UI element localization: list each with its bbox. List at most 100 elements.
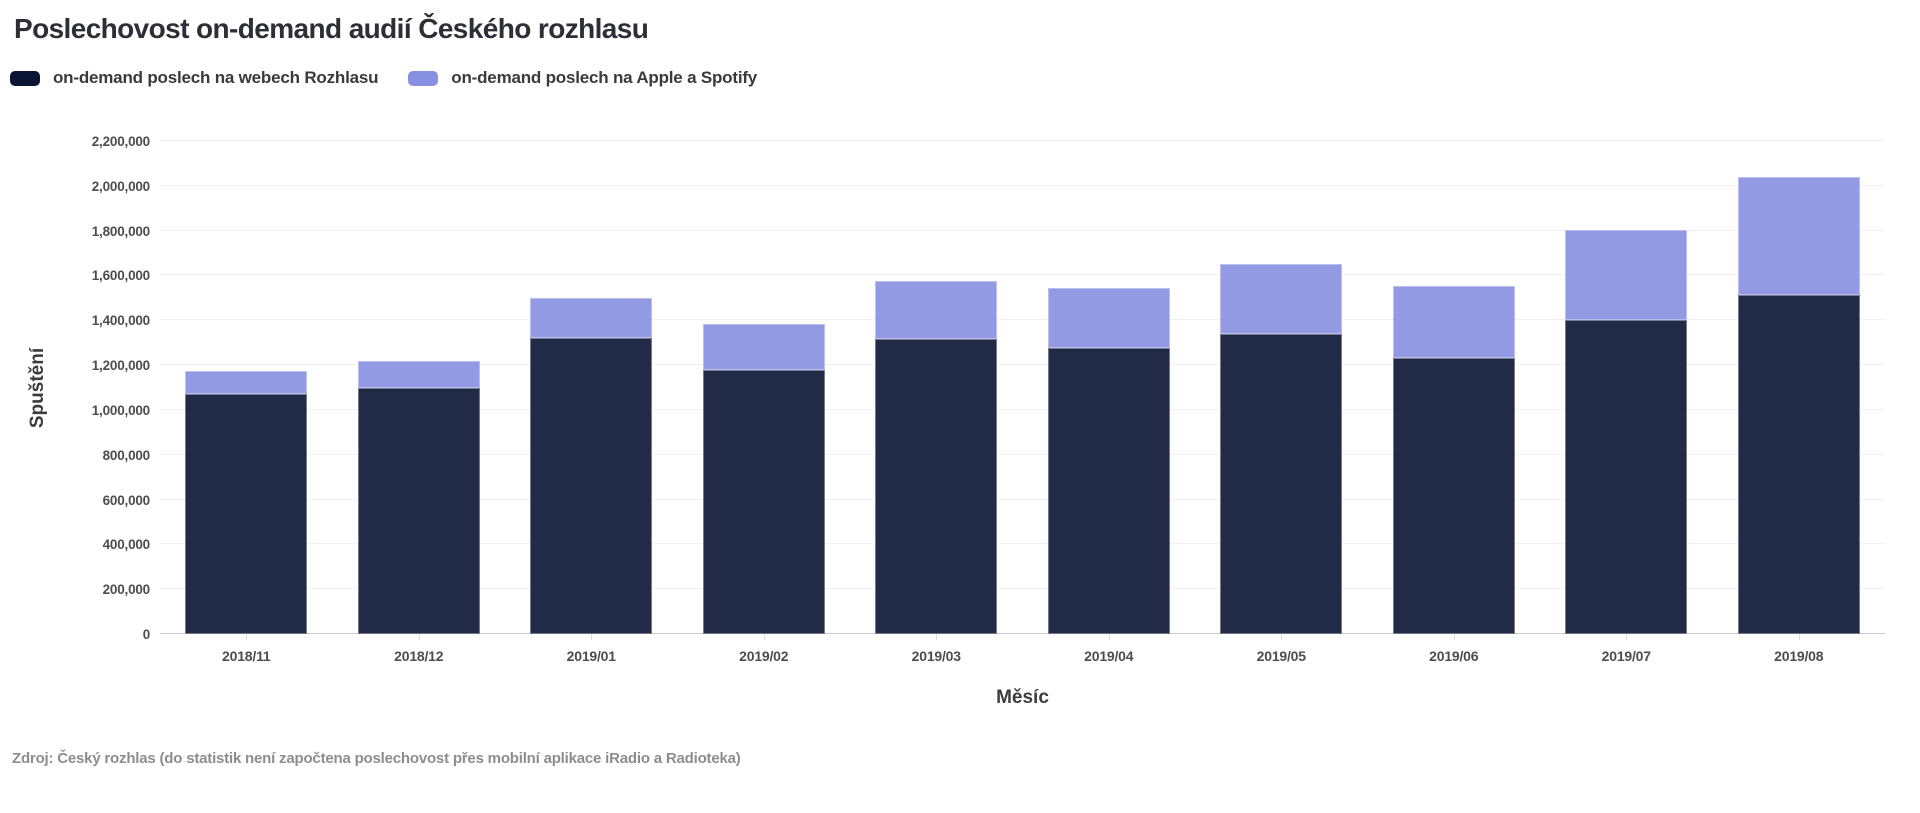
bar-group-2019/08 (1713, 141, 1886, 640)
x-axis-baseline (160, 633, 1885, 634)
gridline (160, 140, 1885, 141)
y-tick-label: 600,000 (102, 492, 151, 508)
y-tick-label: 0 (142, 627, 151, 642)
bar-segment-apple-spotify-2019/03[interactable] (875, 281, 998, 340)
bar-segment-apple-spotify-2019/07[interactable] (1565, 229, 1688, 321)
chart-title: Poslechovost on-demand audií Českého roz… (14, 13, 649, 44)
gridline (160, 408, 1885, 410)
x-tickmark (591, 634, 593, 640)
chart-legend: on-demand poslech na webech Rozhlasu on-… (10, 68, 757, 88)
x-tick-label-2019/01: 2019/01 (566, 648, 616, 664)
y-tick-label: 1,400,000 (91, 313, 150, 329)
bar-stack-2019/03 (875, 281, 998, 634)
legend-swatch-apple-spotify (408, 70, 439, 86)
bar-segment-web-2019/02[interactable] (702, 369, 825, 634)
bar-stack-2019/04 (1047, 287, 1170, 634)
x-tickmark (418, 634, 420, 640)
bar-segment-web-2019/07[interactable] (1565, 320, 1688, 634)
gridline (160, 229, 1885, 231)
bar-stack-2019/02 (702, 323, 825, 634)
bar-stack-2019/06 (1392, 285, 1515, 634)
x-tickmark (1626, 634, 1628, 640)
bars-row (160, 141, 1886, 640)
y-tick-label: 1,800,000 (91, 223, 150, 239)
bar-segment-apple-spotify-2018/12[interactable] (357, 360, 480, 388)
y-tick-label: 1,000,000 (91, 402, 150, 418)
bar-segment-web-2019/03[interactable] (875, 339, 998, 634)
bar-segment-web-2018/12[interactable] (357, 387, 480, 634)
bar-group-2019/05 (1195, 141, 1368, 640)
y-tick-label: 1,200,000 (91, 358, 150, 374)
y-tick-label: 2,200,000 (91, 134, 150, 149)
legend-label-web: on-demand poslech na webech Rozhlasu (53, 68, 379, 87)
x-tick-label-2019/04: 2019/04 (1084, 648, 1134, 664)
x-tickmark (1453, 634, 1455, 640)
gridline (160, 319, 1885, 321)
bar-segment-apple-spotify-2019/02[interactable] (702, 323, 825, 370)
bar-segment-web-2019/01[interactable] (530, 338, 653, 634)
x-tickmark (763, 634, 765, 640)
legend-item-apple-spotify: on-demand poslech na Apple a Spotify (408, 68, 757, 88)
x-tickmark (1281, 634, 1283, 640)
bar-segment-apple-spotify-2019/04[interactable] (1047, 287, 1170, 349)
y-axis-title: Spuštění (18, 141, 58, 634)
plot-area (160, 140, 1886, 640)
bar-segment-apple-spotify-2019/05[interactable] (1220, 264, 1343, 334)
bar-stack-2019/08 (1737, 176, 1860, 634)
legend-swatch-web (10, 70, 40, 86)
x-tick-label-2019/02: 2019/02 (739, 648, 789, 664)
gridline (160, 498, 1885, 500)
bar-group-2019/02 (678, 141, 851, 640)
bar-segment-web-2019/06[interactable] (1392, 358, 1515, 634)
bar-segment-apple-spotify-2019/01[interactable] (530, 297, 653, 339)
x-tick-label-2019/07: 2019/07 (1601, 648, 1651, 664)
legend-item-web: on-demand poslech na webech Rozhlasu (10, 68, 378, 88)
bar-segment-web-2019/05[interactable] (1220, 333, 1343, 634)
bar-group-2018/11 (160, 141, 333, 640)
x-tickmark (936, 634, 938, 640)
bar-segment-web-2018/11[interactable] (185, 394, 308, 634)
bar-stack-2018/11 (185, 370, 308, 634)
gridline (160, 543, 1885, 545)
x-tick-label-2018/12: 2018/12 (394, 648, 444, 664)
bar-segment-web-2019/08[interactable] (1737, 294, 1860, 634)
bar-stack-2018/12 (357, 360, 480, 634)
x-tick-label-2019/06: 2019/06 (1429, 648, 1479, 664)
bar-group-2019/07 (1540, 141, 1713, 640)
y-tick-label: 1,600,000 (91, 268, 150, 284)
x-tickmark (246, 634, 248, 640)
bar-segment-web-2019/04[interactable] (1047, 348, 1170, 634)
y-tick-label: 400,000 (102, 537, 151, 553)
legend-label-apple-spotify: on-demand poslech na Apple a Spotify (451, 68, 758, 87)
chart-body: Spuštění 0 200,000 400,000 600,000 800,000 1,… (0, 134, 1886, 642)
gridline (160, 364, 1885, 366)
bar-stack-2019/05 (1220, 264, 1343, 634)
gridline (160, 453, 1885, 455)
x-tick-label-2019/08: 2019/08 (1774, 648, 1824, 664)
x-axis-title: Měsíc (996, 687, 1049, 708)
x-tick-label-2019/05: 2019/05 (1256, 648, 1306, 664)
x-tick-label-2019/03: 2019/03 (911, 648, 961, 664)
x-tickmark (1108, 634, 1110, 640)
bar-group-2019/04 (1023, 141, 1196, 640)
bar-group-2019/06 (1368, 141, 1541, 640)
bar-stack-2019/07 (1565, 229, 1688, 634)
x-axis-labels: 2018/11 2018/12 2019/01 2019/02 2019/03 2019/… (160, 648, 1885, 664)
gridline (160, 588, 1885, 590)
y-tick-label: 2,000,000 (91, 178, 150, 194)
bar-stack-2019/01 (530, 297, 653, 634)
source-note: Zdroj: Český rozhlas (do statistik není … (12, 750, 741, 767)
y-axis: Spuštění 0 200,000 400,000 600,000 800,000 1,… (0, 134, 160, 642)
bar-segment-apple-spotify-2019/06[interactable] (1392, 285, 1515, 359)
bar-segment-apple-spotify-2019/08[interactable] (1737, 176, 1860, 295)
bar-group-2019/01 (505, 141, 678, 640)
x-tickmark (1798, 634, 1800, 640)
y-tick-label: 200,000 (102, 582, 151, 598)
bar-group-2019/03 (850, 141, 1023, 640)
y-tick-label: 800,000 (102, 447, 151, 463)
gridline (160, 274, 1885, 276)
bar-segment-apple-spotify-2018/11[interactable] (185, 370, 308, 395)
x-tick-label-2018/11: 2018/11 (222, 648, 271, 664)
bar-group-2018/12 (333, 141, 506, 640)
